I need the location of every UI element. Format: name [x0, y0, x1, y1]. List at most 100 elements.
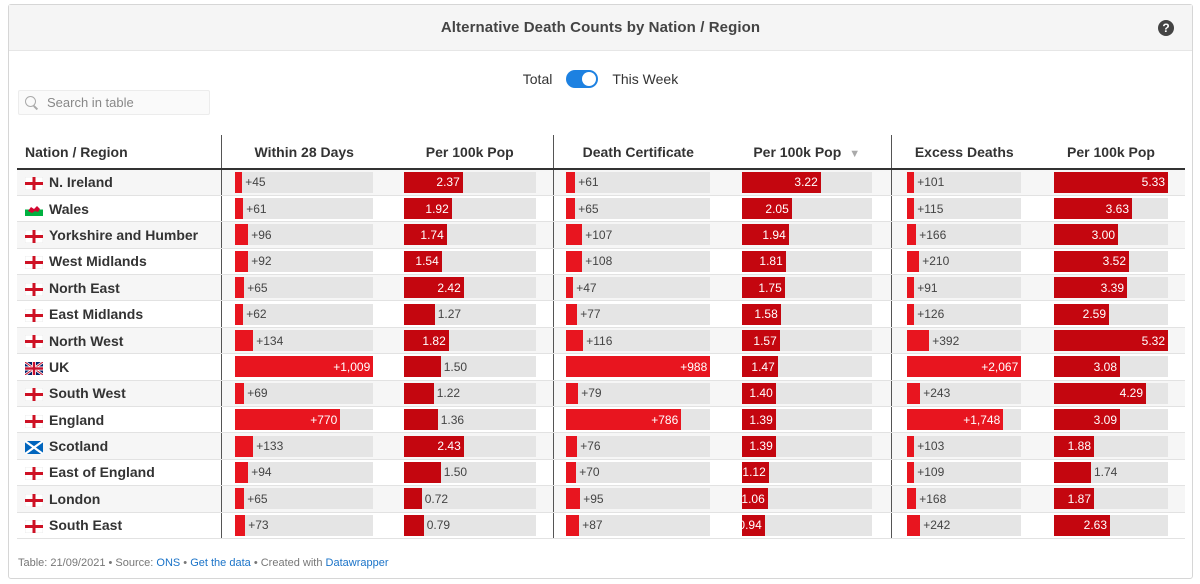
col-header-excess-rate[interactable]: Per 100k Pop [1037, 135, 1185, 170]
within-28-days-bar [235, 171, 243, 193]
within-28-rate-bar [403, 224, 447, 246]
within-28-rate-bar [403, 435, 464, 457]
within-28-days-bar [235, 461, 249, 483]
certificate-rate-cell: 0.94 [723, 512, 892, 539]
table-row[interactable]: UK +1,009 1.50 +988 1.47 +2,067 3.08 [17, 353, 1185, 381]
death-certificate-cell: +70 [553, 459, 723, 487]
england-flag-icon [25, 467, 43, 481]
death-certificate-value-label: +108 [585, 254, 613, 269]
certificate-rate-cell: 3.22 [723, 169, 892, 196]
death-certificate-cell: +76 [553, 432, 723, 460]
within-28-days-bar-cell: +96 [235, 224, 374, 246]
region-name: UK [49, 358, 70, 375]
help-icon[interactable]: ? [1158, 20, 1174, 36]
region-name-cell: Scotland [17, 432, 222, 460]
within-28-rate-bar-track [403, 514, 536, 536]
within-28-days-bar-track [235, 330, 374, 352]
certificate-rate-bar-track [741, 461, 872, 483]
table-row[interactable]: West Midlands +92 1.54 +108 1.81 +210 3.52 [17, 248, 1185, 276]
within-28-rate-value-label: 2.42 [437, 280, 461, 295]
death-certificate-value-label: +95 [583, 491, 604, 506]
within-28-days-bar-track [235, 303, 374, 325]
toggle-label-total[interactable]: Total [522, 71, 553, 87]
excess-deaths-cell: +243 [891, 380, 1037, 408]
within-28-days-value-label: +94 [251, 465, 272, 480]
within-28-rate-cell: 1.54 [387, 248, 554, 276]
datawrapper-link[interactable]: Datawrapper [325, 557, 389, 569]
within-28-rate-bar-cell: 2.42 [403, 277, 536, 299]
certificate-rate-bar-cell: 0.94 [738, 514, 872, 536]
region-name-cell: North West [17, 327, 222, 355]
table-row[interactable]: North East +65 2.42 +47 1.75 +91 3.39 [17, 274, 1185, 302]
within-28-days-cell: +134 [221, 327, 387, 355]
within-28-rate-bar-track [403, 488, 536, 510]
within-28-days-cell: +65 [221, 274, 387, 302]
table-row[interactable]: Wales +61 1.92 +65 2.05 +115 3.63 [17, 195, 1185, 223]
within-28-rate-value-label: 1.92 [425, 201, 449, 216]
table-row[interactable]: South East +73 0.79 +87 0.94 +242 2.63 [17, 512, 1185, 539]
table-row[interactable]: N. Ireland +45 2.37 +61 3.22 +101 5.33 [17, 169, 1185, 196]
excess-deaths-bar-track [907, 382, 1022, 404]
excess-deaths-bar-track [907, 330, 1022, 352]
certificate-rate-value-label: 1.40 [749, 386, 773, 401]
excess-deaths-value-label: +242 [923, 518, 951, 533]
table-row[interactable]: London +65 0.72 +95 1.06 +168 1.87 [17, 485, 1185, 513]
within-28-rate-cell: 1.27 [387, 300, 554, 328]
death-certificate-value-label: +988 [680, 359, 708, 374]
total-week-switch[interactable] [566, 70, 599, 88]
certificate-rate-bar [741, 488, 768, 510]
within-28-rate-value-label: 1.50 [443, 359, 468, 374]
excess-rate-value-label: 5.33 [1141, 175, 1165, 190]
col-header-region[interactable]: Nation / Region [17, 135, 222, 170]
within-28-days-bar-cell: +61 [235, 198, 374, 220]
within-28-rate-cell: 2.42 [387, 274, 554, 302]
toggle-label-this-week[interactable]: This Week [612, 71, 679, 87]
england-flag-icon [25, 493, 43, 507]
source-link[interactable]: ONS [156, 557, 181, 569]
excess-deaths-bar-cell: +243 [907, 382, 1022, 404]
col-header-within-28-rate[interactable]: Per 100k Pop [387, 135, 554, 170]
within-28-days-bar-cell: +62 [235, 303, 374, 325]
within-28-days-cell: +62 [221, 300, 387, 328]
excess-rate-value-label: 3.63 [1105, 201, 1129, 216]
certificate-rate-bar-cell: 1.12 [741, 461, 872, 483]
within-28-rate-bar [403, 250, 442, 272]
col-header-death-certificate[interactable]: Death Certificate [553, 135, 723, 170]
within-28-rate-bar-cell: 1.50 [403, 356, 536, 378]
table-row[interactable]: East of England +94 1.50 +70 1.12 +109 1.74 [17, 459, 1185, 487]
certificate-rate-bar [741, 277, 785, 299]
certificate-rate-cell: 1.58 [723, 300, 892, 328]
table-row[interactable]: Scotland +133 2.43 +76 1.39 +103 1.88 [17, 432, 1185, 460]
table-row[interactable]: North West +134 1.82 +116 1.57 +392 5.32 [17, 327, 1185, 355]
within-28-days-cell: +61 [221, 195, 387, 223]
death-certificate-cell: +107 [553, 221, 723, 249]
get-data-link[interactable]: Get the data [190, 557, 251, 569]
within-28-rate-bar [403, 356, 441, 378]
col-header-within-28-days[interactable]: Within 28 Days [221, 135, 387, 170]
excess-deaths-bar-cell: +168 [907, 488, 1022, 510]
within-28-rate-cell: 1.82 [387, 327, 554, 355]
excess-deaths-bar-cell: +91 [907, 277, 1022, 299]
within-28-rate-bar-cell: 1.36 [403, 409, 536, 431]
col-header-excess-deaths[interactable]: Excess Deaths [891, 135, 1037, 170]
excess-rate-bar [1054, 250, 1129, 272]
region-name-cell: London [17, 485, 222, 513]
excess-rate-bar-cell: 1.88 [1054, 435, 1168, 457]
search-input[interactable] [45, 94, 205, 111]
table-row[interactable]: South West +69 1.22 +79 1.40 +243 4.29 [17, 380, 1185, 408]
within-28-days-cell: +73 [221, 512, 387, 539]
table-row[interactable]: Yorkshire and Humber +96 1.74 +107 1.94 +166 3… [17, 221, 1185, 249]
excess-rate-cell: 1.88 [1037, 432, 1185, 460]
excess-rate-cell: 5.33 [1037, 169, 1185, 196]
excess-deaths-bar [907, 356, 1022, 378]
col-header-certificate-rate[interactable]: Per 100k Pop ▼ [723, 135, 892, 170]
excess-deaths-value-label: +103 [917, 439, 945, 454]
table-row[interactable]: East Midlands +62 1.27 +77 1.58 +126 2.59 [17, 300, 1185, 328]
death-certificate-value-label: +77 [580, 307, 601, 322]
wales-flag-icon [25, 203, 43, 217]
excess-deaths-cell: +392 [891, 327, 1037, 355]
excess-deaths-bar-track [907, 171, 1022, 193]
region-name: South East [49, 517, 123, 534]
within-28-days-bar-cell: +65 [235, 488, 374, 510]
table-row[interactable]: England +770 1.36 +786 1.39 +1,748 3.09 [17, 406, 1185, 434]
